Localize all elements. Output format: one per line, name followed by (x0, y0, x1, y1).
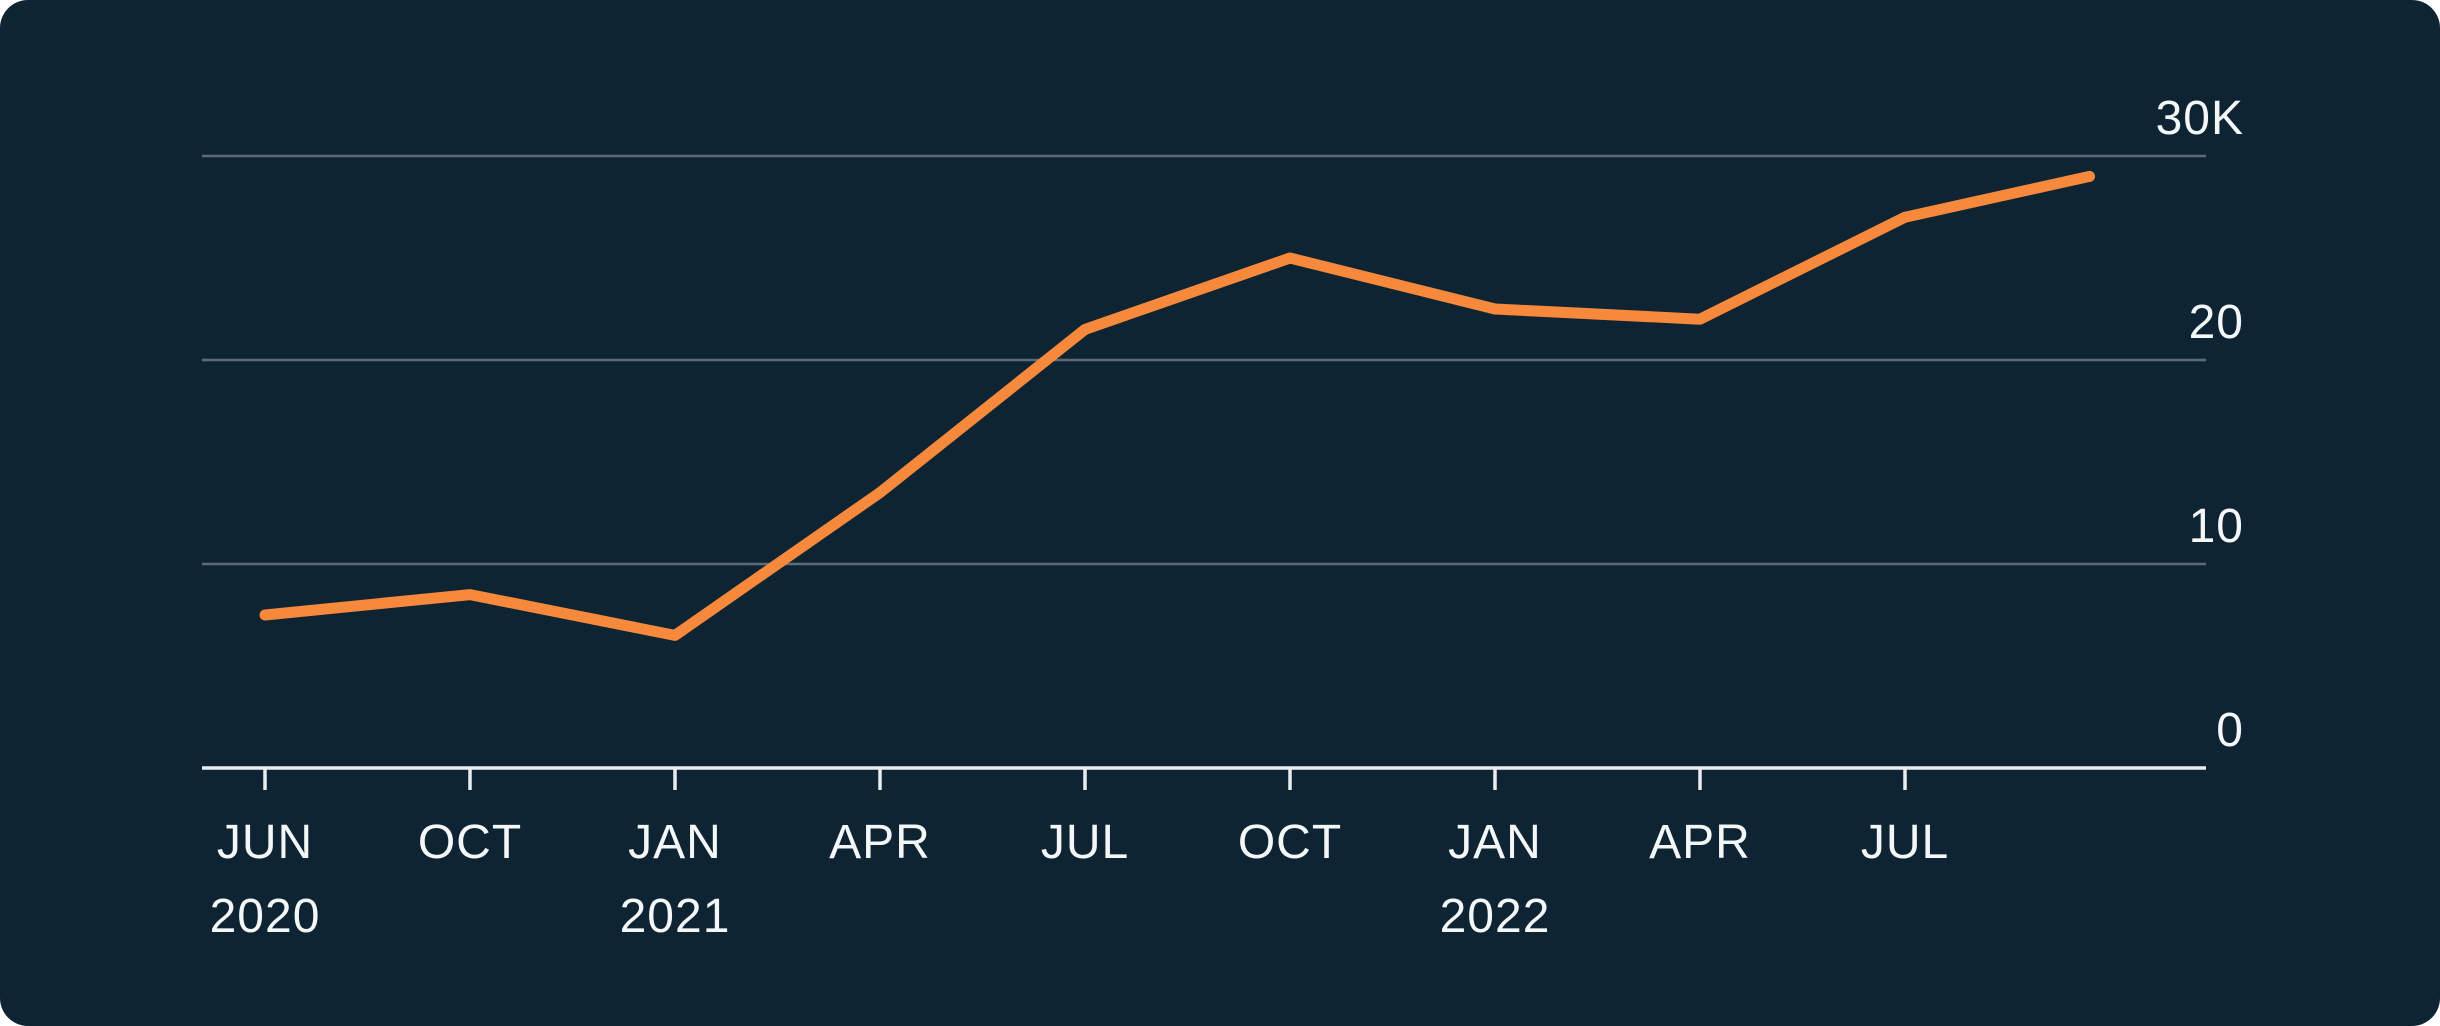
x-axis-month-label: APR (829, 816, 931, 869)
x-axis-month-label: JUN (217, 816, 313, 869)
x-axis-month-label: JAN (628, 816, 722, 869)
x-axis-month-label: JAN (1448, 816, 1542, 869)
y-axis-label: 10 (2189, 500, 2244, 553)
x-axis-month-label: APR (1649, 816, 1751, 869)
x-axis-year-label: 2020 (210, 890, 321, 943)
x-axis-year-label: 2022 (1440, 890, 1551, 943)
series-line (259, 170, 2095, 641)
y-axis-label: 30K (2156, 92, 2244, 145)
x-axis-year-label: 2021 (620, 890, 731, 943)
y-axis-label: 20 (2189, 296, 2244, 349)
x-axis-month-label: OCT (418, 816, 522, 869)
x-axis-month-label: JUL (1861, 816, 1949, 869)
x-axis-month-label: JUL (1041, 816, 1129, 869)
y-axis-label: 0 (2216, 704, 2244, 757)
x-axis-month-label: OCT (1238, 816, 1342, 869)
